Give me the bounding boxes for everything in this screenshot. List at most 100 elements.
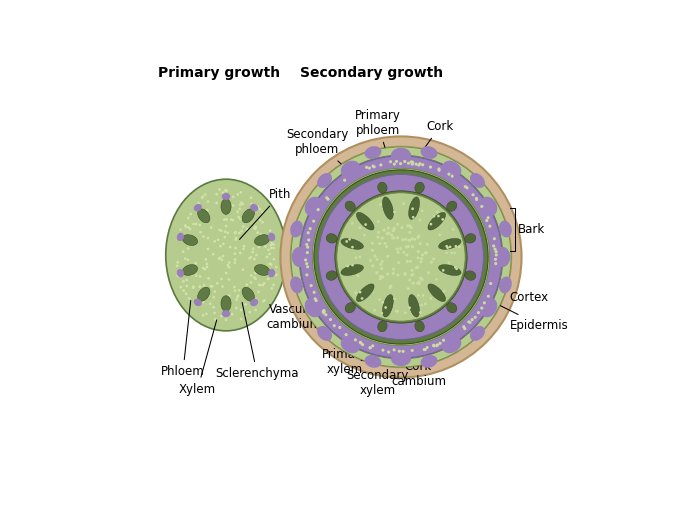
Circle shape	[445, 245, 448, 247]
Circle shape	[272, 284, 275, 286]
Circle shape	[417, 294, 420, 296]
Circle shape	[212, 253, 215, 256]
Circle shape	[454, 245, 457, 247]
Circle shape	[207, 247, 209, 250]
Circle shape	[408, 231, 411, 234]
Circle shape	[209, 285, 212, 287]
Circle shape	[225, 295, 228, 297]
Circle shape	[322, 310, 326, 313]
Circle shape	[333, 324, 336, 327]
Text: Phloem: Phloem	[161, 300, 205, 378]
Circle shape	[437, 215, 440, 217]
Circle shape	[185, 292, 188, 295]
Circle shape	[219, 257, 222, 259]
Text: Cortex: Cortex	[495, 283, 549, 305]
Circle shape	[415, 163, 418, 166]
Circle shape	[371, 249, 374, 252]
Circle shape	[411, 208, 414, 210]
Circle shape	[489, 282, 492, 285]
Circle shape	[409, 226, 413, 229]
Circle shape	[240, 309, 243, 312]
Circle shape	[392, 228, 395, 232]
Circle shape	[390, 284, 392, 288]
Circle shape	[494, 250, 498, 253]
Circle shape	[411, 237, 413, 240]
Circle shape	[424, 348, 427, 351]
Ellipse shape	[442, 336, 461, 354]
Ellipse shape	[268, 269, 275, 277]
Circle shape	[273, 258, 275, 261]
Circle shape	[184, 257, 187, 260]
Circle shape	[351, 264, 354, 267]
Circle shape	[184, 237, 187, 240]
Circle shape	[192, 285, 194, 288]
Circle shape	[224, 230, 226, 233]
Circle shape	[441, 218, 444, 221]
Ellipse shape	[166, 179, 286, 331]
Circle shape	[199, 275, 201, 278]
Circle shape	[254, 206, 257, 209]
Ellipse shape	[409, 197, 420, 219]
Circle shape	[190, 213, 192, 215]
Circle shape	[419, 277, 422, 280]
Ellipse shape	[341, 265, 363, 275]
Circle shape	[335, 191, 467, 323]
Circle shape	[225, 313, 228, 316]
Circle shape	[254, 309, 257, 312]
Circle shape	[406, 224, 409, 227]
Circle shape	[210, 226, 213, 229]
Circle shape	[383, 229, 386, 232]
Circle shape	[261, 221, 264, 224]
Circle shape	[399, 247, 402, 250]
Circle shape	[467, 320, 471, 324]
Circle shape	[365, 166, 368, 169]
Circle shape	[227, 205, 230, 208]
Circle shape	[442, 269, 445, 272]
Circle shape	[216, 201, 218, 205]
Circle shape	[486, 219, 488, 222]
Circle shape	[307, 238, 310, 241]
Circle shape	[226, 264, 229, 267]
Circle shape	[379, 277, 382, 280]
Ellipse shape	[194, 298, 202, 306]
Circle shape	[458, 245, 460, 248]
Circle shape	[202, 314, 205, 317]
Circle shape	[243, 245, 245, 247]
Ellipse shape	[495, 247, 510, 267]
Ellipse shape	[356, 284, 374, 301]
Ellipse shape	[177, 233, 184, 241]
Circle shape	[410, 160, 413, 164]
Ellipse shape	[250, 298, 258, 306]
Ellipse shape	[481, 298, 497, 317]
Circle shape	[406, 260, 409, 263]
Circle shape	[454, 251, 456, 254]
Circle shape	[235, 231, 237, 234]
Circle shape	[205, 266, 208, 268]
Circle shape	[421, 163, 424, 166]
Ellipse shape	[341, 161, 360, 177]
Circle shape	[378, 298, 381, 301]
Circle shape	[195, 223, 198, 225]
Circle shape	[439, 342, 441, 345]
Circle shape	[202, 301, 205, 304]
Circle shape	[443, 290, 445, 292]
Circle shape	[432, 258, 435, 261]
Circle shape	[450, 251, 453, 254]
Circle shape	[454, 266, 457, 269]
Circle shape	[495, 254, 498, 257]
Circle shape	[420, 304, 423, 307]
Circle shape	[252, 250, 254, 254]
Circle shape	[354, 338, 357, 341]
Ellipse shape	[377, 321, 387, 332]
Circle shape	[452, 228, 454, 231]
Circle shape	[248, 296, 250, 299]
Circle shape	[232, 204, 235, 207]
Ellipse shape	[222, 310, 231, 317]
Circle shape	[219, 245, 222, 247]
Circle shape	[312, 220, 316, 223]
Circle shape	[253, 276, 256, 279]
Circle shape	[241, 269, 244, 271]
Circle shape	[269, 244, 272, 246]
Circle shape	[253, 258, 256, 261]
Ellipse shape	[383, 294, 393, 317]
